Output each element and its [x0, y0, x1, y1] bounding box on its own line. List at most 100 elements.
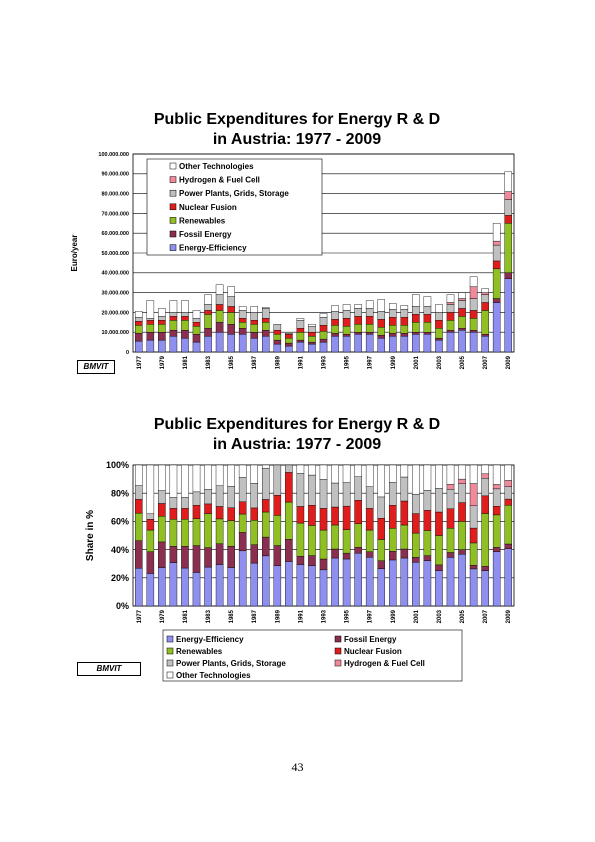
y-tick-label: 60%: [111, 517, 129, 527]
bar-segment: [296, 318, 305, 321]
bar-segment: [331, 305, 339, 312]
bar-segment: [273, 565, 282, 607]
legend-entry: Renewables: [179, 216, 226, 225]
bar-segment: [388, 559, 397, 607]
bar-segment: [215, 464, 224, 486]
bar-segment: [458, 483, 466, 503]
bar-segment: [319, 313, 328, 318]
bar-segment: [469, 564, 478, 570]
bar-segment: [342, 304, 351, 311]
bar-segment: [400, 305, 409, 310]
bar-segment: [158, 464, 166, 491]
bar-segment: [319, 464, 328, 480]
bar-segment: [492, 484, 501, 490]
bar-segment: [192, 572, 201, 607]
x-tick-label: 1983: [206, 609, 212, 623]
bar-segment: [204, 547, 212, 568]
bar-segment: [412, 562, 420, 607]
bar-segment: [238, 550, 247, 607]
bar-segment: [192, 464, 201, 493]
bar-segment: [308, 505, 316, 526]
x-tick-label: 1979: [160, 355, 166, 369]
bar-segment: [492, 464, 501, 485]
bar-segment: [377, 518, 386, 540]
bar-segment: [296, 556, 305, 565]
bar-segment: [400, 476, 409, 502]
bar-segment: [331, 548, 339, 559]
bar-segment: [458, 521, 466, 550]
bar-segment: [412, 493, 420, 514]
y-tick-label: 50.000.000: [101, 251, 129, 257]
bar-segment: [365, 529, 374, 552]
bar-segment: [169, 497, 178, 509]
bar-segment: [423, 464, 432, 491]
legend-swatch: [169, 244, 177, 251]
x-tick-label: 2001: [414, 355, 420, 369]
y-tick-label: 40%: [111, 545, 129, 555]
legend-swatch: [169, 189, 177, 197]
bar-segment: [388, 505, 397, 529]
bar-segment: [227, 567, 235, 607]
legend-swatch: [169, 203, 177, 211]
bar-segment: [354, 500, 362, 524]
bar-segment: [250, 519, 259, 545]
chart-absolute-expenditures: Public Expenditures for Energy R & D in A…: [70, 111, 515, 369]
bar-segment: [250, 562, 259, 607]
bar-segment: [435, 488, 443, 513]
bar-segment: [227, 545, 235, 568]
y-tick-label: 20.000.000: [101, 310, 129, 316]
bar-segment: [481, 570, 489, 607]
bar-segment: [319, 558, 328, 571]
bar-segment: [134, 464, 143, 486]
bar-segment: [238, 464, 247, 478]
bar-segment: [458, 554, 466, 607]
bar-segment: [435, 464, 443, 489]
legend-entry: Fossil Energy: [179, 230, 232, 239]
bar-segment: [296, 522, 305, 557]
bar-segment: [365, 508, 374, 531]
bar-segment: [192, 505, 201, 519]
bar-segment: [504, 548, 513, 607]
y-tick-label: 0%: [116, 601, 129, 611]
x-tick-label: 1985: [229, 609, 235, 623]
bar-segment: [273, 324, 282, 331]
bar-segment: [146, 513, 155, 520]
bar-segment: [215, 485, 224, 507]
legend-swatch: [166, 671, 174, 679]
bar-segment: [458, 549, 466, 555]
bar-segment: [331, 482, 339, 508]
x-tick-label: 1995: [345, 355, 351, 369]
bar-segment: [192, 518, 201, 546]
bar-segment: [342, 552, 351, 560]
bar-segment: [423, 555, 432, 561]
bar-segment: [458, 464, 466, 480]
bar-segment: [169, 464, 178, 498]
legend-swatch: [334, 659, 342, 667]
bar-segment: [504, 498, 513, 506]
bar-segment: [227, 520, 235, 547]
y-tick-label: 0: [126, 350, 129, 356]
bar-segment: [134, 311, 143, 318]
bar-segment: [469, 464, 478, 484]
bar-segment: [296, 464, 305, 474]
bar-segment: [238, 477, 247, 502]
bar-segment: [181, 300, 189, 313]
bar-segment: [227, 486, 235, 508]
bar-segment: [158, 503, 166, 517]
bar-segment: [377, 464, 386, 498]
bar-segment: [377, 560, 386, 569]
bar-segment: [342, 482, 351, 507]
bar-segment: [377, 568, 386, 607]
y-tick-label: 80%: [111, 488, 129, 498]
x-tick-label: 1991: [298, 355, 304, 369]
bar-segment: [354, 476, 362, 501]
x-tick-label: 1993: [322, 609, 328, 623]
bar-segment: [146, 464, 155, 515]
bar-segment: [146, 519, 155, 531]
bar-segment: [481, 288, 489, 293]
bar-segment: [181, 497, 189, 509]
bar-segment: [469, 542, 478, 566]
bar-segment: [481, 478, 489, 497]
bar-segment: [192, 310, 201, 319]
bar-segment: [388, 303, 397, 310]
